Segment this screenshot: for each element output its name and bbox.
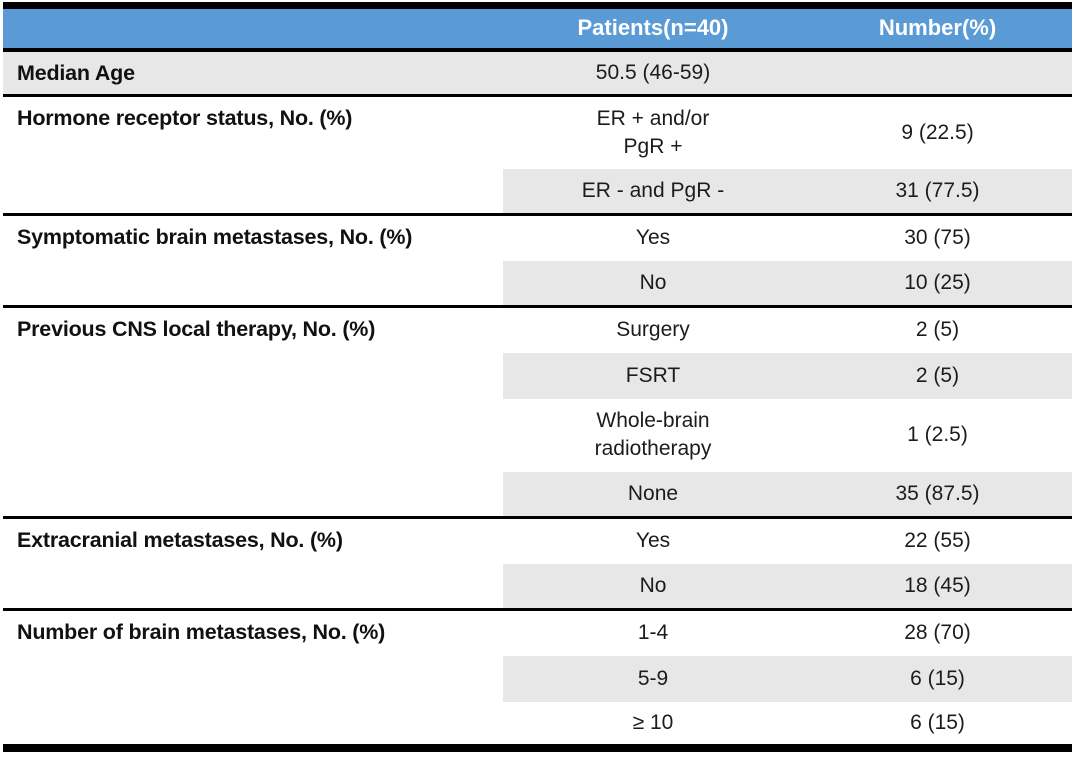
table-header: Patients(n=40) Number(%) — [3, 5, 1072, 50]
patients-cell: ER + and/or PgR + — [596, 107, 710, 158]
table-row: ≥ 10 6 (15) — [3, 702, 1072, 748]
patients-cell: 1-4 — [637, 621, 669, 645]
table-section: Hormone receptor status, No. (%) ER + and… — [3, 96, 1072, 215]
table-section: Previous CNS local therapy, No. (%) Surge… — [3, 307, 1072, 518]
row-label: Median Age — [3, 49, 503, 96]
table-section: Extracranial metastases, No. (%) Yes 22 (5… — [3, 518, 1072, 610]
number-cell: 2 (5) — [915, 318, 960, 342]
table-row: Symptomatic brain metastases, No. (%) Yes… — [3, 215, 1072, 261]
header-row: Patients(n=40) Number(%) — [3, 5, 1072, 50]
patients-cell: None — [503, 471, 803, 518]
row-label: Number of brain metastases, No. (%) — [17, 620, 386, 644]
number-cell: 30 (75) — [904, 226, 971, 250]
row-label: Extracranial metastases, No. (%) — [17, 528, 343, 552]
row-label: Previous CNS local therapy, No. (%) — [17, 317, 376, 341]
patients-cell: 5-9 — [503, 655, 803, 702]
patients-cell: Yes — [635, 226, 671, 250]
table-row: No 10 (25) — [3, 260, 1072, 307]
patients-cell: Surgery — [616, 318, 690, 342]
number-cell: 6 (15) — [803, 655, 1072, 702]
patients-cell: Yes — [635, 529, 671, 553]
table-row: Number of brain metastases, No. (%) 1-4 28… — [3, 610, 1072, 656]
number-cell: 22 (55) — [904, 529, 971, 553]
number-cell: 9 (22.5) — [901, 120, 974, 144]
patients-cell: ≥ 10 — [632, 710, 674, 734]
row-label: Hormone receptor status, No. (%) — [17, 106, 353, 130]
header-empty-cell — [3, 5, 503, 50]
table-row: Previous CNS local therapy, No. (%) Surge… — [3, 307, 1072, 353]
table-row: No 18 (45) — [3, 563, 1072, 610]
table-row: ER - and PgR -31 (77.5) — [3, 168, 1072, 215]
table-row: None 35 (87.5) — [3, 471, 1072, 518]
patients-cell: No — [503, 260, 803, 307]
patients-cell: ER - and PgR - — [503, 168, 803, 215]
table-section: Number of brain metastases, No. (%) 1-4 28… — [3, 610, 1072, 748]
number-cell: 31 (77.5) — [803, 168, 1072, 215]
number-cell: 1 (2.5) — [907, 423, 968, 447]
number-cell — [803, 49, 1072, 96]
table-section: Median Age 50.5 (46-59) — [3, 49, 1072, 96]
number-cell: 6 (15) — [910, 710, 965, 734]
table-section: Symptomatic brain metastases, No. (%) Yes… — [3, 215, 1072, 307]
table-row: 5-9 6 (15) — [3, 655, 1072, 702]
table-row: Extracranial metastases, No. (%) Yes 22 (5… — [3, 518, 1072, 564]
patients-cell: FSRT — [503, 352, 803, 399]
table-row: Median Age 50.5 (46-59) — [3, 49, 1072, 96]
header-number: Number(%) — [803, 5, 1072, 50]
header-patients: Patients(n=40) — [503, 5, 803, 50]
number-cell: 18 (45) — [803, 563, 1072, 610]
table-row: Hormone receptor status, No. (%) ER + and… — [3, 96, 1072, 169]
patients-cell: No — [503, 563, 803, 610]
row-label: Symptomatic brain metastases, No. (%) — [17, 225, 413, 249]
number-cell: 28 (70) — [904, 621, 971, 645]
table-row: Whole-brain radiotherapy 1 (2.5) — [3, 399, 1072, 472]
number-cell: 10 (25) — [803, 260, 1072, 307]
table-row: FSRT 2 (5) — [3, 352, 1072, 399]
patient-characteristics-table: Patients(n=40) Number(%) Median Age 50.5 … — [3, 2, 1072, 752]
number-cell: 35 (87.5) — [803, 471, 1072, 518]
patients-cell: Whole-brain radiotherapy — [594, 409, 712, 460]
patients-cell: 50.5 (46-59) — [503, 49, 803, 96]
number-cell: 2 (5) — [803, 352, 1072, 399]
